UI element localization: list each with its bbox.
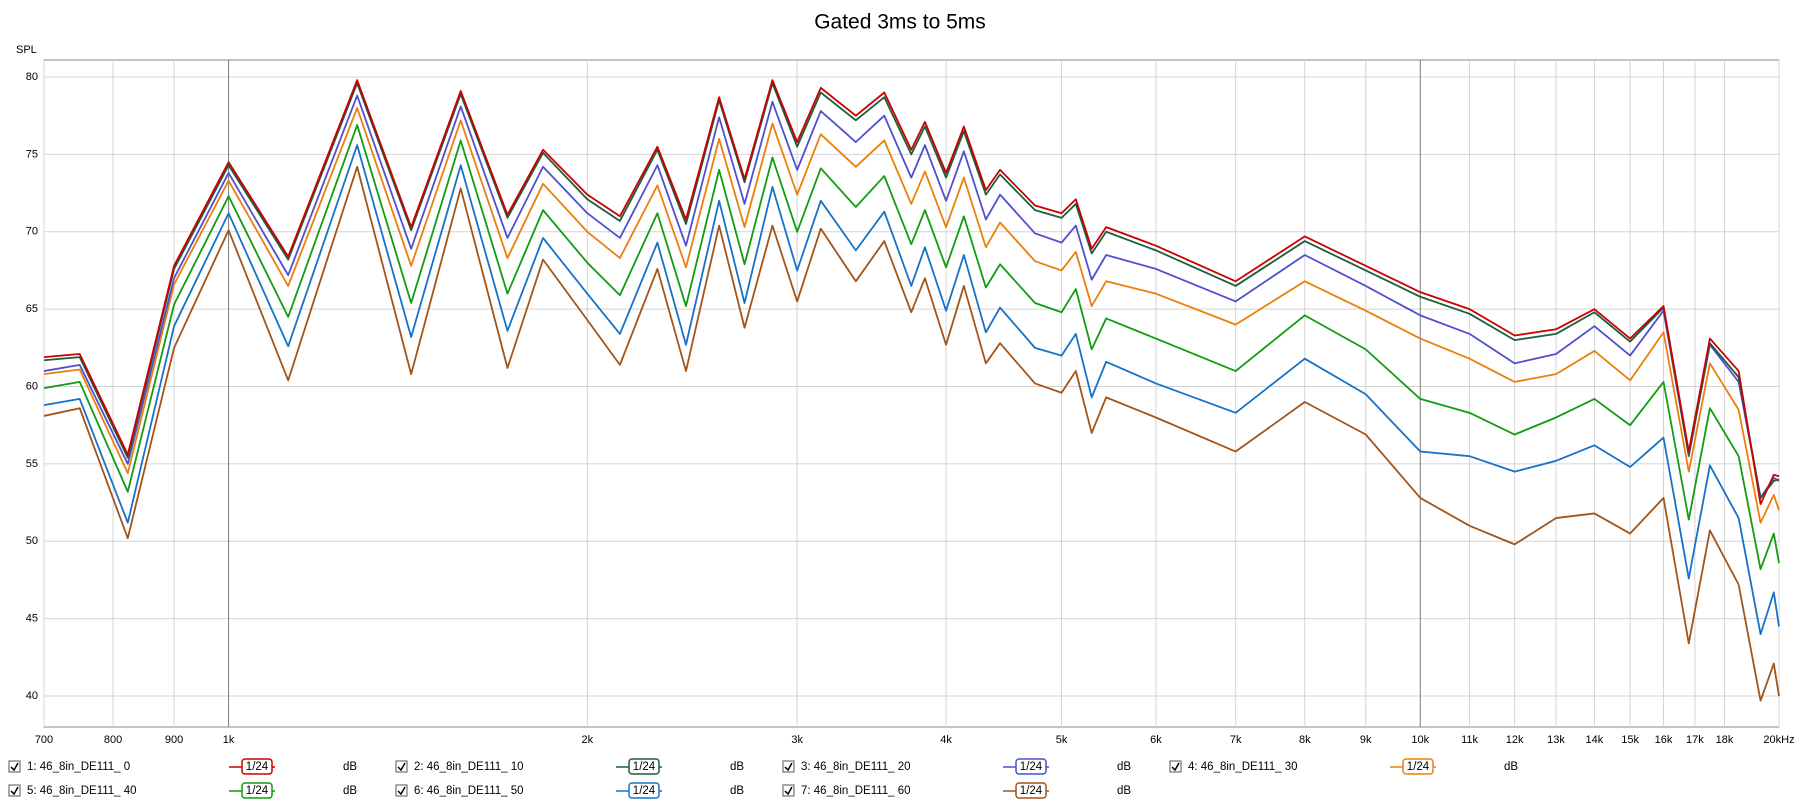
y-tick-label: 70 (26, 226, 38, 238)
legend-item: 5: 46_8in_DE111_ 40 1/24 dB (8, 782, 357, 799)
x-tick-label: 8k (1299, 734, 1311, 746)
x-tick-label: 6k (1150, 734, 1162, 746)
series-line (43, 165, 1780, 702)
smoothing-box (628, 758, 660, 775)
checkbox (8, 760, 21, 773)
smoothing-box (1015, 758, 1047, 775)
x-tick-label: 900 (165, 734, 183, 746)
checkmark (784, 762, 793, 772)
checkmark (1171, 762, 1180, 772)
checkbox (782, 760, 795, 773)
y-tick-label: 50 (26, 535, 38, 547)
smoothing-label: 1/24 (1020, 761, 1043, 773)
checkbox (8, 784, 21, 797)
series-line (43, 107, 1780, 524)
x-tick-label: 5k (1056, 734, 1068, 746)
legend-label: 5: 46_8in_DE111_ 40 (27, 785, 137, 797)
smoothing-box (241, 758, 273, 775)
legend-label: 1: 46_8in_DE111_ 0 (27, 761, 130, 773)
x-tick-label: 3k (791, 734, 803, 746)
x-tick-label: 16k (1655, 734, 1673, 746)
smoothing-label: 1/24 (633, 785, 656, 797)
smoothing-label: 1/24 (1020, 785, 1043, 797)
unit-label: dB (1504, 761, 1518, 773)
x-tick-label: 15k (1621, 734, 1639, 746)
chart-title: Gated 3ms to 5ms (814, 11, 986, 34)
unit-label: dB (1117, 785, 1131, 797)
checkbox (395, 760, 408, 773)
x-tick-label: 800 (104, 734, 122, 746)
y-tick-label: 45 (26, 613, 38, 625)
x-tick-label: 2k (582, 734, 594, 746)
x-tick-label: 18k (1716, 734, 1734, 746)
checkmark (397, 762, 406, 772)
x-tick-label: 17k (1686, 734, 1704, 746)
x-tick-label: 700 (35, 734, 53, 746)
x-tick-label: 7k (1230, 734, 1242, 746)
smoothing-box (1402, 758, 1434, 775)
smoothing-box (628, 782, 660, 799)
x-tick-label: 10k (1411, 734, 1429, 746)
smoothing-label: 1/24 (1407, 761, 1430, 773)
smoothing-box (1015, 782, 1047, 799)
checkbox (1169, 760, 1182, 773)
checkmark (10, 786, 19, 796)
legend-item: 7: 46_8in_DE111_ 60 1/24 dB (782, 782, 1131, 799)
unit-label: dB (1117, 761, 1131, 773)
smoothing-label: 1/24 (246, 785, 269, 797)
unit-label: dB (730, 785, 744, 797)
plot-area (43, 59, 1780, 728)
y-tick-label: 55 (26, 458, 38, 470)
legend-label: 3: 46_8in_DE111_ 20 (801, 761, 911, 773)
y-tick-label: 80 (26, 71, 38, 83)
legend-item: 2: 46_8in_DE111_ 10 1/24 dB (395, 758, 744, 775)
x-tick-label: 14k (1586, 734, 1604, 746)
legend-item: 3: 46_8in_DE111_ 20 1/24 dB (782, 758, 1131, 775)
smoothing-box (241, 782, 273, 799)
legend-label: 7: 46_8in_DE111_ 60 (801, 785, 911, 797)
legend-item: 6: 46_8in_DE111_ 50 1/24 dB (395, 782, 744, 799)
series-line (43, 144, 1780, 636)
unit-label: dB (343, 761, 357, 773)
legend-label: 2: 46_8in_DE111_ 10 (414, 761, 524, 773)
legend-label: 6: 46_8in_DE111_ 50 (414, 785, 524, 797)
smoothing-label: 1/24 (246, 761, 269, 773)
x-tick-label: 4k (940, 734, 952, 746)
checkbox (782, 784, 795, 797)
x-tick-label: 1k (223, 734, 235, 746)
checkbox (395, 784, 408, 797)
series-line (43, 82, 1780, 499)
y-tick-label: 60 (26, 380, 38, 392)
x-tick-label: 11k (1461, 734, 1478, 746)
x-tick-label: 20kHz (1763, 734, 1794, 746)
legend-item: 4: 46_8in_DE111_ 30 1/24 dB (1169, 758, 1518, 775)
x-tick-label: 13k (1547, 734, 1565, 746)
series-line (43, 124, 1780, 571)
x-tick-label: 9k (1360, 734, 1372, 746)
legend-label: 4: 46_8in_DE111_ 30 (1188, 761, 1298, 773)
y-axis-label: SPL (16, 44, 37, 56)
y-tick-label: 40 (26, 690, 38, 702)
y-tick-label: 75 (26, 148, 38, 160)
x-tick-label: 12k (1506, 734, 1524, 746)
series-line (43, 94, 1780, 499)
unit-label: dB (343, 785, 357, 797)
unit-label: dB (730, 761, 744, 773)
checkmark (784, 786, 793, 796)
legend-item: 1: 46_8in_DE111_ 0 1/24 dB (8, 758, 357, 775)
series-line (43, 79, 1780, 506)
checkmark (397, 786, 406, 796)
checkmark (10, 762, 19, 772)
smoothing-label: 1/24 (633, 761, 656, 773)
y-tick-label: 65 (26, 303, 38, 315)
